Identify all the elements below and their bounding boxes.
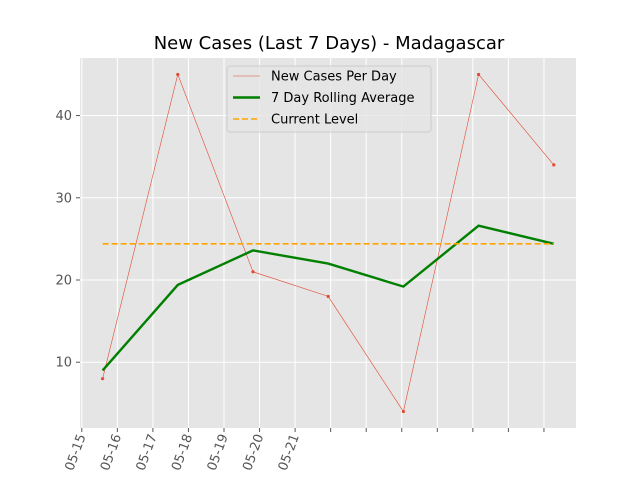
- x-tick-label: 05-17: [134, 432, 161, 473]
- data-point: [251, 270, 255, 274]
- y-tick-label: 30: [55, 191, 72, 206]
- data-point: [176, 72, 180, 77]
- legend-box: [226, 65, 432, 133]
- x-tick-label: 05-20: [240, 432, 267, 473]
- y-tick-label: 10: [55, 356, 72, 371]
- x-tick-label: 05-18: [169, 432, 196, 473]
- y-tick-label: 20: [55, 274, 72, 289]
- data-point: [477, 72, 481, 77]
- y-tick-label: 40: [55, 109, 72, 124]
- data-point: [326, 294, 330, 299]
- y-axis: 10 20 30 40: [55, 109, 80, 371]
- legend: New Cases Per Day 7 Day Rolling Average Cu…: [226, 65, 432, 133]
- series-group: [101, 72, 556, 414]
- chart-title: New Cases (Last 7 Days) - Madagascar: [154, 33, 505, 54]
- data-point: [401, 409, 405, 414]
- legend-label: 7 Day Rolling Average: [271, 91, 414, 106]
- x-axis: 05-15 05-16 05-17 05-18 05-19 05-20 05-21: [63, 428, 545, 473]
- x-tick-label: 05-16: [98, 432, 125, 473]
- data-point: [552, 163, 556, 167]
- x-tick-label: 05-21: [276, 432, 303, 473]
- legend-label: New Cases Per Day: [271, 70, 397, 85]
- x-tick-label: 05-19: [205, 432, 232, 473]
- series-line: [101, 224, 555, 372]
- legend-label: Current Level: [271, 113, 358, 128]
- x-tick-label: 05-15: [63, 432, 90, 473]
- data-point: [101, 377, 105, 381]
